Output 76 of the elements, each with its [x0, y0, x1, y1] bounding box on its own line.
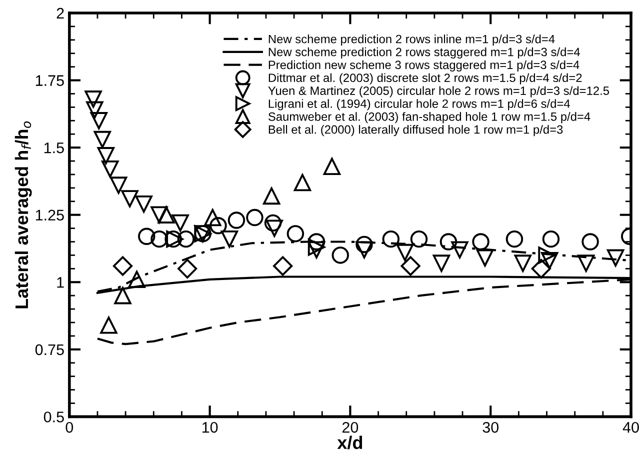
point: [542, 230, 560, 248]
point: [264, 214, 282, 232]
point: [84, 90, 102, 108]
point: [210, 217, 227, 234]
point: [94, 130, 112, 148]
legend-label: Saumweber et al. (2003) fan-shaped hole 1 row m=1.5 p/d=4: [268, 112, 590, 124]
point: [246, 208, 264, 226]
point: [177, 230, 195, 248]
y-axis-title: Lateral averaged h$_{f}$/h$_{o}$: [14, 121, 32, 308]
point: [540, 252, 558, 270]
point: [150, 230, 168, 248]
point: [102, 160, 119, 178]
point: [178, 258, 198, 278]
point: [272, 256, 293, 276]
point: [204, 208, 222, 226]
legend-label: Bell et al. (2000) laterally diffused hole 1 row m=1 p/d=3: [268, 124, 563, 136]
point: [382, 230, 400, 248]
point: [112, 256, 133, 276]
x-tick-label: 0: [66, 422, 74, 433]
point: [308, 233, 326, 250]
point: [356, 236, 373, 254]
point: [606, 249, 624, 267]
point: [135, 195, 152, 213]
point: [90, 112, 108, 130]
point: [538, 246, 556, 264]
x-tick-label: 30: [482, 422, 498, 433]
point: [228, 212, 246, 229]
point: [158, 206, 175, 224]
point: [86, 101, 104, 118]
point: [172, 214, 189, 232]
legend-label: Dittmar et al. (2003) discrete slot 2 rows m=1.5 p/d=4 s/d=2: [268, 73, 582, 84]
point: [582, 233, 599, 250]
point: [410, 230, 428, 248]
point: [451, 241, 468, 258]
point: [150, 206, 168, 224]
point: [472, 233, 490, 250]
y-tick-label: 1.75: [36, 75, 64, 86]
point: [220, 230, 238, 248]
point: [432, 254, 450, 272]
point: [577, 254, 595, 272]
point: [114, 286, 132, 304]
x-tick-label: 10: [202, 422, 218, 433]
y-tick-label: 1.25: [36, 210, 64, 221]
point: [110, 176, 128, 194]
point: [128, 270, 146, 288]
y-tick-label: 1.5: [44, 142, 64, 154]
legend-label: New scheme prediction 2 rows inline m=1 p/d=3 s/d=4: [268, 34, 555, 46]
point: [266, 220, 283, 237]
point: [97, 147, 115, 164]
point: [332, 246, 349, 264]
point: [531, 258, 551, 278]
x-axis-title: x/d: [337, 436, 362, 450]
point: [294, 174, 312, 192]
point: [100, 316, 118, 334]
point: [356, 241, 373, 258]
point: [138, 228, 156, 245]
y-tick-label: 0.75: [35, 344, 64, 356]
point: [476, 249, 494, 267]
y-tick-label: 0.5: [44, 412, 64, 422]
legend-label: Yuen & Martinez (2005) circular hole 2 rows m=1 p/d=3 s/d=12.5: [268, 86, 610, 98]
legend-label: New scheme prediction 2 rows staggered m=1 p/d=3 s/d=4: [268, 47, 580, 59]
point: [514, 254, 532, 272]
point: [286, 225, 304, 242]
point: [396, 244, 414, 262]
y-tick-label: 1: [57, 277, 64, 288]
legend-label: Prediction new scheme 3 rows staggered m=1 p/d=3 s/d=4: [268, 60, 580, 72]
x-tick-label: 20: [342, 422, 358, 433]
point: [440, 233, 458, 250]
x-tick-label: 40: [622, 422, 639, 433]
y-tick-label: 2: [56, 8, 64, 19]
point: [400, 256, 420, 276]
point: [506, 230, 524, 248]
point: [121, 190, 138, 208]
point: [262, 187, 280, 205]
legend-label: Ligrani et al. (1994) circular hole 2 rows m=1 p/d=6 s/d=4: [268, 99, 570, 110]
point: [323, 158, 341, 176]
